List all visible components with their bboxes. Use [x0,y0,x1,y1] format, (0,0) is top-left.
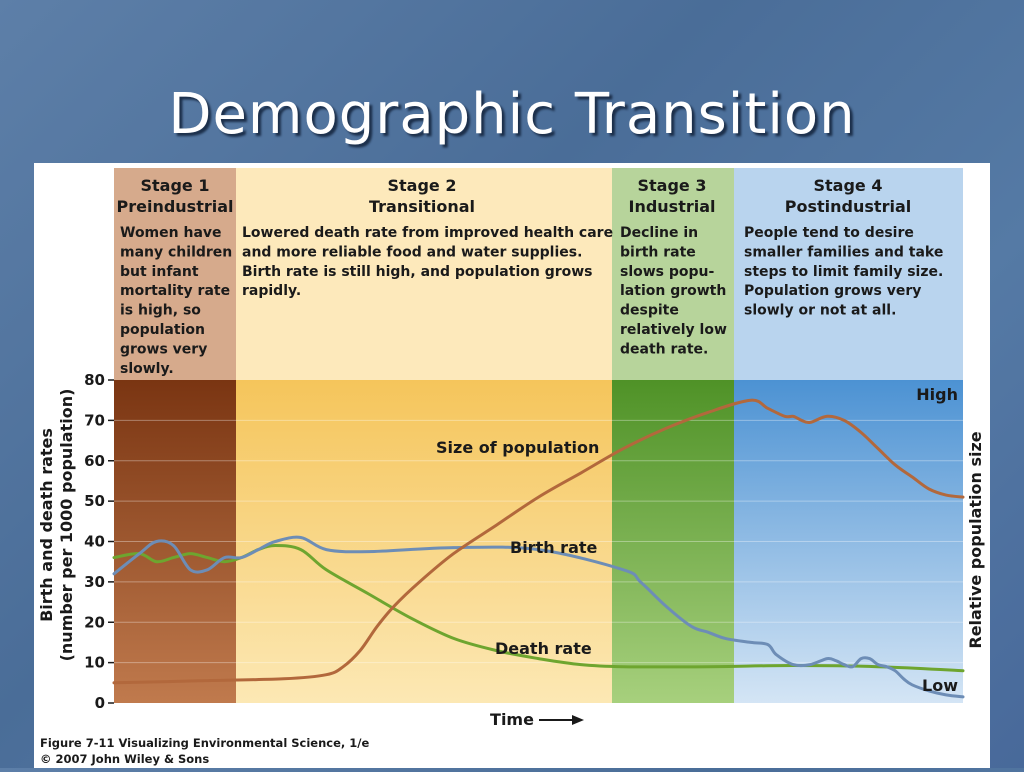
stage-3-description: Decline in birth rate slows popu-lation gr… [620,225,727,357]
stage-1-band [114,380,236,703]
gridlines [114,419,963,664]
size-of-population-line [112,398,965,685]
y-tick-label: 40 [84,533,105,551]
y-axis-label-left: Birth and death rates (number per 1000 p… [37,389,76,662]
stage-description-line: and more reliable food and water supplie… [242,244,582,260]
series-layer [112,398,965,699]
death-rate-line [112,544,965,673]
stage-3-header-panel [612,168,734,380]
slide-title: Demographic Transition [168,82,856,147]
population-low-label: Low [922,676,958,695]
stage-4-title: Stage 4 [814,176,883,195]
stage-3-band [612,380,734,703]
stage-description-line: death rate. [620,341,708,357]
y-tick-label: 50 [84,492,105,510]
stage-2-band [236,380,612,703]
stage-description-line: despite [620,303,679,319]
stage-description-line: rapidly. [242,283,301,299]
stage-description-line: is high, so [120,303,201,319]
stage-2-title: Stage 2 [388,176,457,195]
stage-description-line: grows very [120,341,207,357]
y-axis-label-right: Relative population size [966,431,985,648]
population-high-label: High [916,385,958,404]
stage-2-subtitle: Transitional [369,197,475,216]
stage-description-line: mortality rate [120,283,230,299]
stage-description-line: birth rate [620,244,696,260]
stage-1-title: Stage 1 [141,176,210,195]
figure-credit-line-1: Figure 7-11 Visualizing Environmental Sc… [40,736,369,750]
stage-description-line: Decline in [620,225,698,241]
y-axis-label-line-2: (number per 1000 population) [57,389,76,662]
stage-4-header-panel [734,168,963,380]
figure-credit-line-2: © 2007 John Wiley & Sons [40,752,209,766]
x-axis-label: Time [490,710,534,729]
stage-description-line: but infant [120,264,199,280]
birth-rate-label: Birth rate [510,538,598,557]
stage-2-header-panel [236,168,612,380]
y-tick-label: 60 [84,452,105,470]
stage-description-line: smaller families and take [744,244,943,260]
y-tick-label: 30 [84,573,105,591]
stage-2-description: Lowered death rate from improved health … [242,225,613,299]
y-tick-label: 20 [84,613,105,631]
stage-description-line: population [120,322,205,338]
stage-description-line: slowly or not at all. [744,303,896,319]
stage-3-subtitle: Industrial [628,197,715,216]
stage-description-line: slows popu- [620,264,715,280]
stage-4-description: People tend to desire smaller families an… [744,225,943,319]
stage-description-line: Population grows very [744,283,921,299]
stage-description-line: steps to limit family size. [744,264,943,280]
stage-1-header-panel [114,168,236,380]
y-tick-label: 70 [84,411,105,429]
time-arrow-icon [539,715,584,725]
stage-description-line: relatively low [620,322,727,338]
stage-description-line: many children [120,244,232,260]
y-axis-ticks: 0 10 20 30 40 50 60 70 80 [84,371,114,712]
stage-description-line: lation growth [620,283,726,299]
birth-rate-line [112,535,965,699]
stage-1-subtitle: Preindustrial [116,197,233,216]
y-axis-label-line-1: Birth and death rates [37,428,56,622]
y-tick-label: 10 [84,654,105,672]
y-tick-label: 80 [84,371,105,389]
demographic-transition-chart: Stage 1 Preindustrial Stage 2 Transition… [37,168,985,766]
stage-description-line: slowly. [120,361,174,377]
figure-panel: Stage 1 Preindustrial Stage 2 Transition… [34,163,990,768]
stage-3-title: Stage 3 [638,176,707,195]
stage-description-line: Birth rate is still high, and population… [242,264,593,280]
y-tick-label: 0 [95,694,105,712]
stage-description-line: Women have [120,225,222,241]
stage-1-description: Women have many children but infant mortali… [120,225,232,377]
stage-description-line: Lowered death rate from improved health … [242,225,613,241]
population-curve-label: Size of population [436,438,599,457]
stage-description-line: People tend to desire [744,225,914,241]
death-rate-label: Death rate [495,639,592,658]
stage-4-subtitle: Postindustrial [785,197,911,216]
